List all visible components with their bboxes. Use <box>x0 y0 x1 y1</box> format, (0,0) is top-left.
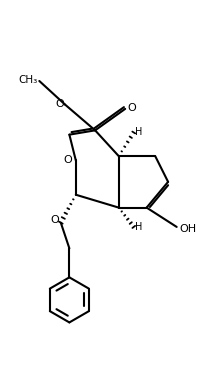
Text: CH₃: CH₃ <box>18 75 37 85</box>
Text: O: O <box>128 103 137 113</box>
Text: H: H <box>135 222 143 232</box>
Text: OH: OH <box>179 224 196 234</box>
Text: O: O <box>55 99 64 109</box>
Text: H: H <box>135 127 143 138</box>
Text: O: O <box>50 216 59 226</box>
Text: O: O <box>63 155 72 165</box>
